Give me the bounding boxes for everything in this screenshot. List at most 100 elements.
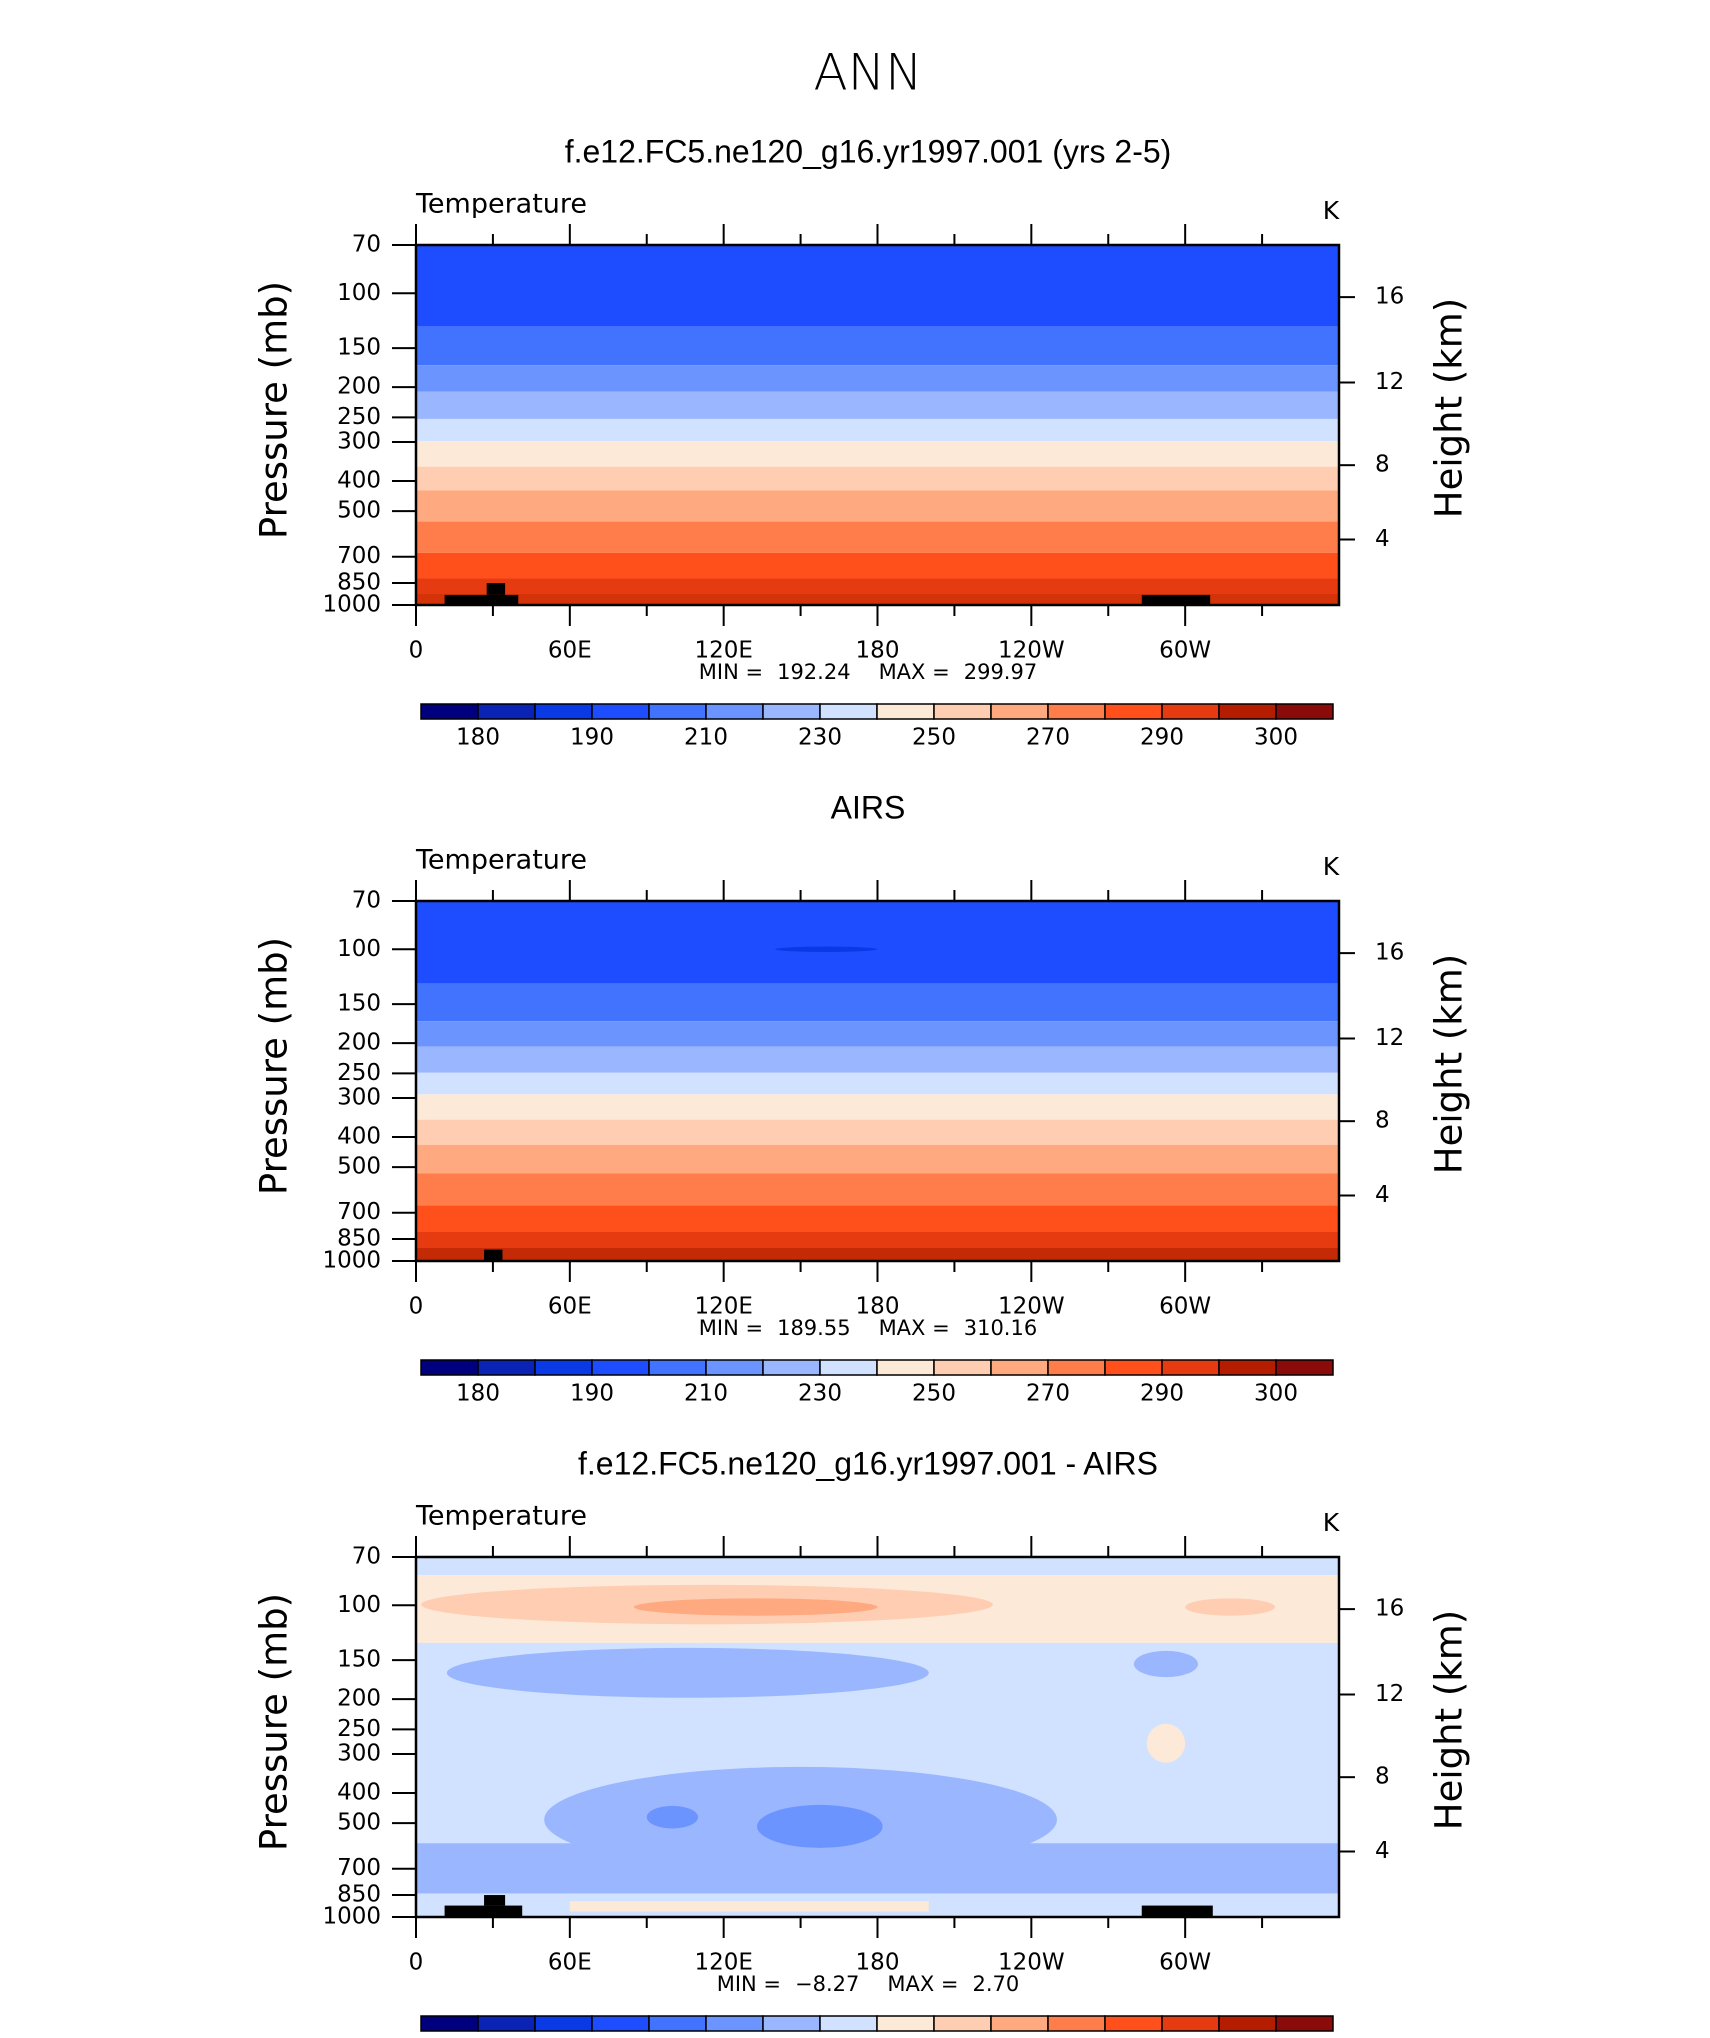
stats-text: MAX =: [879, 1316, 950, 1340]
y-tick-label: 500: [337, 1154, 381, 1180]
contour-band: [416, 1119, 1339, 1145]
contour-patch: [446, 1647, 929, 1698]
panel: f.e12.FC5.ne120_g16.yr1997.001 (yrs 2-5)…: [253, 133, 1471, 750]
right-label: K: [1323, 852, 1340, 881]
colorbar-box: [705, 1359, 764, 1376]
y2-axis-label: Height (km): [1428, 954, 1471, 1174]
stats-text: MIN =: [699, 660, 763, 684]
colorbar-box: [1161, 1359, 1220, 1376]
colorbar-box: [1047, 703, 1106, 720]
x-tick-label: 120W: [998, 638, 1065, 664]
y-tick-label: 100: [337, 936, 381, 962]
y-tick-label: 250: [337, 404, 381, 430]
colorbar-box: [762, 703, 821, 720]
contour-band: [416, 1247, 1339, 1261]
contour-band: [416, 391, 1339, 419]
contour-band: [416, 418, 1339, 442]
y-tick-label: 150: [337, 335, 381, 361]
y2-tick-label: 8: [1375, 452, 1390, 478]
colorbar-box: [477, 703, 536, 720]
contour-patch: [1185, 1598, 1275, 1616]
contour-patch: [1146, 1723, 1186, 1763]
colorbar-label: 9: [1269, 2037, 1284, 2038]
x-tick-label: 60W: [1159, 1294, 1211, 1320]
x-tick-label: 0: [409, 638, 424, 664]
contour-band: [416, 578, 1339, 595]
stats-text: 2.70: [973, 1972, 1020, 1996]
y2-tick-label: 12: [1375, 369, 1404, 395]
colorbar-label: 190: [570, 725, 614, 751]
colorbar-label: 250: [912, 1381, 956, 1407]
stats: MIN = 192.24 MAX = 299.97: [699, 660, 1037, 684]
y-tick-label: 70: [352, 232, 381, 258]
y-tick-label: 1000: [322, 1248, 381, 1274]
x-tick-label: 180: [856, 638, 900, 664]
colorbar-box: [648, 2015, 707, 2032]
x-tick-label: 0: [409, 1950, 424, 1976]
stats: MIN = 189.55 MAX = 310.16: [699, 1316, 1037, 1340]
colorbar-label: 300: [1254, 725, 1298, 751]
contour-band: [416, 1144, 1339, 1174]
y-tick-label: 200: [337, 374, 381, 400]
y-tick-label: 400: [337, 1779, 381, 1805]
y2-tick-label: 12: [1375, 1025, 1404, 1051]
y-tick-label: 500: [337, 1810, 381, 1836]
colorbar-label: 210: [684, 725, 728, 751]
y-tick-label: 200: [337, 1686, 381, 1712]
colorbar-box: [1047, 2015, 1106, 2032]
x-tick-label: 60W: [1159, 638, 1211, 664]
colorbar-label: 180: [456, 725, 500, 751]
colorbar-box: [591, 703, 650, 720]
y-tick-label: 300: [337, 1085, 381, 1111]
colorbar-label: 290: [1140, 1381, 1184, 1407]
y-tick-label: 200: [337, 1030, 381, 1056]
y-tick-label: 250: [337, 1060, 381, 1086]
left-label: Temperature: [415, 189, 587, 220]
colorbar-box: [933, 703, 992, 720]
colorbar-box: [591, 1359, 650, 1376]
y2-axis-label: Height (km): [1428, 298, 1471, 518]
colorbar-box: [534, 2015, 593, 2032]
contour-band: [416, 1205, 1339, 1232]
y-tick-label: 1000: [322, 1904, 381, 1930]
contour-band: [416, 1557, 1339, 1576]
colorbar-box: [762, 1359, 821, 1376]
y2-tick-label: 16: [1375, 940, 1404, 966]
colorbar-box: [534, 1359, 593, 1376]
colorbar-box: [1161, 2015, 1220, 2032]
field: [416, 245, 1339, 605]
y-tick-label: 100: [337, 280, 381, 306]
y-tick-label: 850: [337, 1225, 381, 1251]
y2-tick-label: 8: [1375, 1764, 1390, 1790]
y-tick-label: 400: [337, 1123, 381, 1149]
colorbar-box: [933, 2015, 992, 2032]
stats-text: MIN =: [699, 1316, 763, 1340]
contour-band: [416, 901, 1339, 984]
colorbar-box: [1104, 703, 1163, 720]
contour-band: [416, 1094, 1339, 1120]
y-tick-label: 400: [337, 467, 381, 493]
stats-text: 192.24: [777, 660, 850, 684]
y2-tick-label: 4: [1375, 1838, 1390, 1864]
colorbar-box: [477, 1359, 536, 1376]
y-tick-label: 700: [337, 1855, 381, 1881]
colorbar-label: −4: [632, 2037, 666, 2038]
y-tick-label: 700: [337, 543, 381, 569]
colorbar-box: [819, 1359, 878, 1376]
y2-tick-label: 16: [1375, 1596, 1404, 1622]
x-tick-label: 120E: [694, 638, 752, 664]
colorbar-label: −1: [803, 2037, 837, 2038]
colorbar-label: −5: [575, 2037, 609, 2038]
contour-band: [416, 594, 1339, 605]
y-axis-label: Pressure (mb): [253, 281, 296, 539]
colorbar-box: [1275, 703, 1334, 720]
colorbar-label: −9: [461, 2037, 495, 2038]
colorbar-box: [990, 1359, 1049, 1376]
right-label: K: [1323, 1508, 1340, 1537]
colorbar-box: [1104, 1359, 1163, 1376]
y-axis-label: Pressure (mb): [253, 1593, 296, 1851]
colorbar-box: [1218, 2015, 1277, 2032]
colorbar-box: [420, 2015, 479, 2032]
colorbar-label: 250: [912, 725, 956, 751]
colorbar-box: [819, 2015, 878, 2032]
